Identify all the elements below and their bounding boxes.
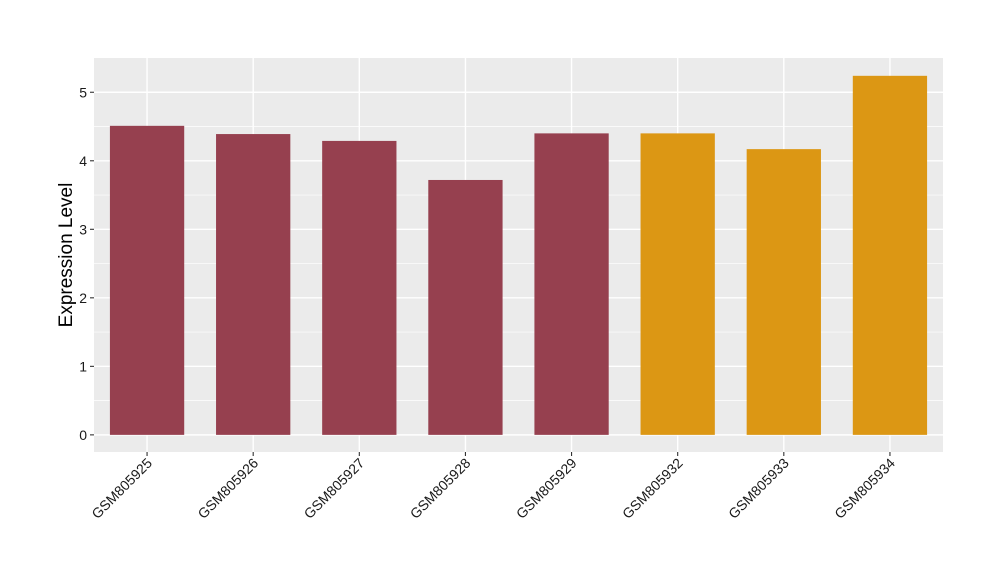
y-tick-label: 1 xyxy=(79,358,87,374)
y-tick-label: 5 xyxy=(79,84,87,100)
bar-gsm805928 xyxy=(428,179,503,435)
bars xyxy=(109,75,928,435)
y-tick-label: 3 xyxy=(79,221,87,237)
bar-gsm805933 xyxy=(746,149,821,435)
x-tick-label: GSM805928 xyxy=(407,455,474,522)
x-tick-label: GSM805932 xyxy=(619,455,686,522)
bar-gsm805932 xyxy=(640,133,715,435)
x-tick-label: GSM805926 xyxy=(194,455,261,522)
x-tick-label: GSM805934 xyxy=(831,455,898,522)
y-tick-label: 0 xyxy=(79,427,87,443)
y-tick-label: 4 xyxy=(79,153,87,169)
y-axis-title: Expression Level xyxy=(56,183,77,328)
bar-gsm805929 xyxy=(534,133,609,435)
x-tick-label: GSM805927 xyxy=(301,455,368,522)
bar-gsm805925 xyxy=(109,125,185,435)
bar-gsm805934 xyxy=(852,75,928,435)
bar-gsm805927 xyxy=(322,140,397,435)
y-tick-label: 2 xyxy=(79,290,87,306)
x-tick-label: GSM805933 xyxy=(725,455,792,522)
x-tick-label: GSM805929 xyxy=(513,455,580,522)
y-axis: 0 1 2 3 4 5 xyxy=(79,84,94,443)
x-axis: GSM805925 GSM805926 GSM805927 GSM805928 GSM8… xyxy=(88,452,898,522)
x-tick-label: GSM805925 xyxy=(88,455,155,522)
bar-gsm805926 xyxy=(216,134,291,435)
